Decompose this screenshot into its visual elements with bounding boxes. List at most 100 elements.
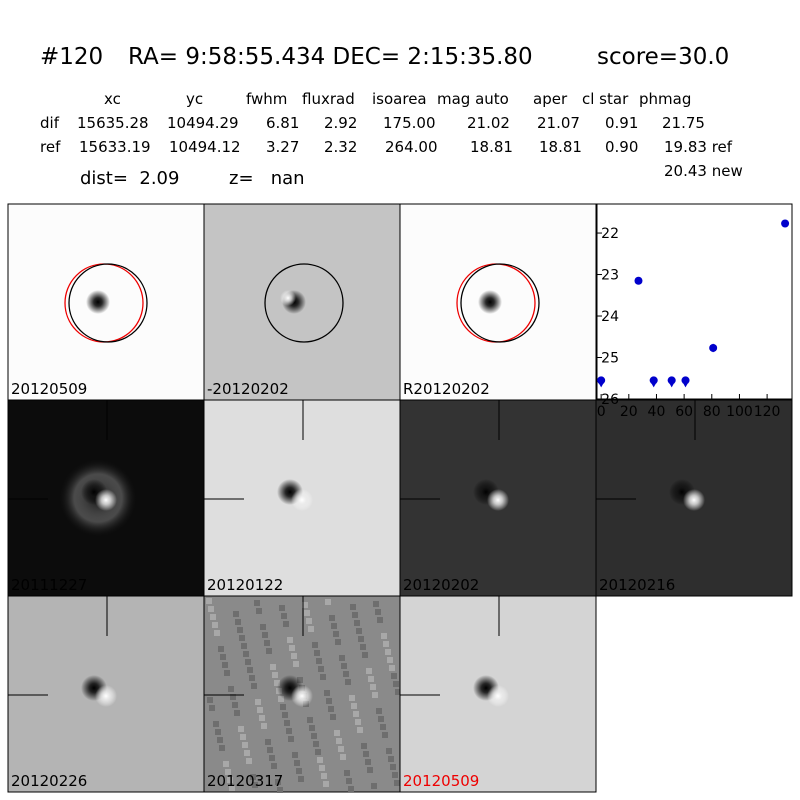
noise bbox=[214, 630, 220, 636]
noise bbox=[266, 648, 272, 654]
stamp: 20120509 bbox=[399, 595, 597, 793]
column-header: fluxrad bbox=[302, 90, 355, 108]
noise bbox=[286, 728, 292, 734]
noise bbox=[375, 609, 381, 615]
noise bbox=[240, 734, 246, 740]
noise bbox=[318, 666, 324, 672]
noise bbox=[208, 606, 214, 612]
blob bbox=[478, 290, 502, 314]
noise bbox=[291, 653, 297, 659]
noise bbox=[293, 661, 299, 667]
noise bbox=[284, 720, 290, 726]
stamp-label: 20120226 bbox=[11, 772, 87, 790]
point bbox=[667, 376, 676, 385]
noise bbox=[241, 643, 247, 649]
noise bbox=[381, 633, 387, 639]
blob-white bbox=[95, 489, 117, 511]
blob-white bbox=[291, 685, 313, 707]
noise bbox=[341, 663, 347, 669]
noise bbox=[257, 707, 263, 713]
stamp-label: 20120216 bbox=[599, 576, 675, 594]
table-cell: 0.91 bbox=[605, 114, 638, 132]
noise bbox=[252, 782, 258, 788]
point bbox=[597, 376, 606, 385]
noise bbox=[380, 724, 386, 730]
noise bbox=[218, 646, 224, 652]
aperture-circle bbox=[460, 263, 540, 343]
table-cell: 18.81 bbox=[470, 138, 513, 156]
noise bbox=[313, 741, 319, 747]
x-tick-label: 40 bbox=[648, 404, 666, 420]
table-cell: 19.83 ref bbox=[664, 138, 733, 156]
noise bbox=[314, 650, 320, 656]
noise bbox=[309, 725, 315, 731]
noise bbox=[333, 631, 339, 637]
noise bbox=[345, 679, 351, 685]
noise bbox=[269, 755, 275, 761]
noise bbox=[262, 632, 268, 638]
aperture-circle bbox=[68, 263, 148, 343]
blob-white bbox=[683, 489, 705, 511]
y-tick-label: 22 bbox=[601, 226, 619, 242]
stamp-label: 20111227 bbox=[11, 576, 87, 594]
blob-white bbox=[487, 489, 509, 511]
column-header: mag auto bbox=[437, 90, 509, 108]
noise bbox=[251, 683, 257, 689]
table-cell: 175.00 bbox=[383, 114, 436, 132]
noise bbox=[256, 608, 262, 614]
column-header: cl star bbox=[582, 90, 629, 108]
table-cell: 2.92 bbox=[324, 114, 357, 132]
object-id: #120 bbox=[40, 44, 103, 70]
noise bbox=[234, 710, 240, 716]
noise bbox=[206, 598, 212, 604]
noise bbox=[394, 780, 400, 786]
noise bbox=[353, 711, 359, 717]
noise bbox=[280, 704, 286, 710]
noise bbox=[311, 733, 317, 739]
noise bbox=[245, 659, 251, 665]
noise bbox=[393, 681, 399, 687]
noise bbox=[323, 781, 329, 787]
noise bbox=[362, 652, 368, 658]
noise bbox=[217, 737, 223, 743]
table-cell: 21.02 bbox=[467, 114, 510, 132]
noise bbox=[212, 622, 218, 628]
noise bbox=[378, 716, 384, 722]
noise bbox=[278, 696, 284, 702]
noise bbox=[296, 768, 302, 774]
noise bbox=[346, 778, 352, 784]
noise bbox=[352, 612, 358, 618]
blob-white bbox=[487, 685, 509, 707]
noise bbox=[265, 739, 271, 745]
noise bbox=[355, 719, 361, 725]
x-tick-label: 0 bbox=[597, 404, 606, 420]
stamp-label: 20120317 bbox=[207, 772, 283, 790]
stamp: 20120226 bbox=[7, 595, 205, 793]
x-tick-label: 100 bbox=[726, 404, 753, 420]
noise bbox=[357, 727, 363, 733]
noise bbox=[370, 684, 376, 690]
noise bbox=[288, 736, 294, 742]
noise bbox=[387, 657, 393, 663]
distance: dist= 2.09 bbox=[80, 168, 179, 189]
noise bbox=[383, 641, 389, 647]
noise bbox=[363, 751, 369, 757]
noise bbox=[282, 712, 288, 718]
noise bbox=[331, 623, 337, 629]
table-cell: 0.90 bbox=[605, 138, 638, 156]
noise bbox=[235, 619, 241, 625]
noise bbox=[292, 752, 298, 758]
noise bbox=[328, 706, 334, 712]
noise bbox=[372, 692, 378, 698]
noise bbox=[368, 676, 374, 682]
noise bbox=[356, 628, 362, 634]
stamp-label: -20120202 bbox=[207, 380, 289, 398]
noise bbox=[294, 760, 300, 766]
noise bbox=[366, 668, 372, 674]
noise bbox=[264, 640, 270, 646]
noise bbox=[213, 721, 219, 727]
noise bbox=[388, 756, 394, 762]
noise bbox=[281, 613, 287, 619]
noise bbox=[395, 689, 401, 695]
noise bbox=[392, 772, 398, 778]
